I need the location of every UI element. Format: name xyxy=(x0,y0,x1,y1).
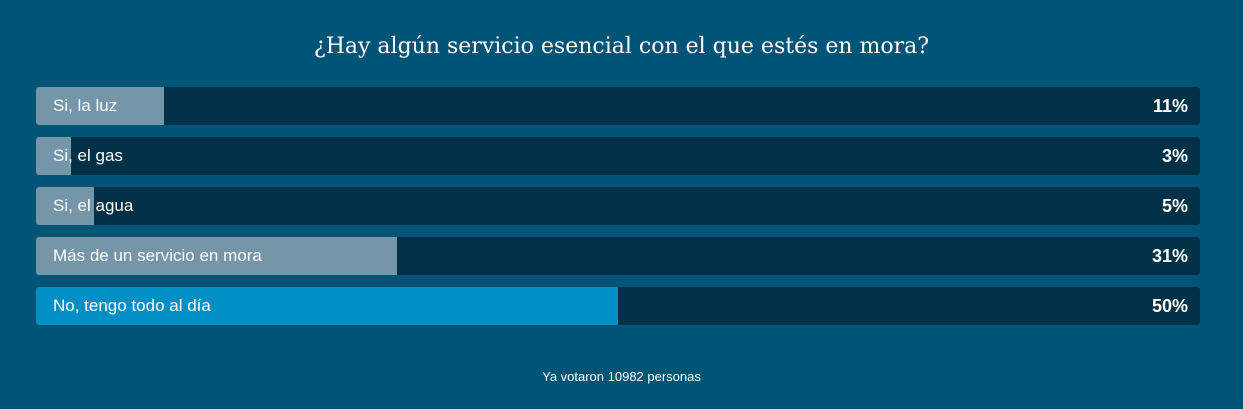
option-percent: 5% xyxy=(1161,196,1188,216)
result-bar-fill xyxy=(36,187,95,225)
option-percent: 50% xyxy=(1151,296,1188,316)
option-label: Más de un servicio en mora xyxy=(53,246,262,265)
vote-count: Ya votaron 10982 personas xyxy=(542,369,701,384)
option-percent: 3% xyxy=(1161,146,1188,166)
poll-option-multiple[interactable]: Más de un servicio en mora 31% xyxy=(36,237,1200,275)
poll-option-luz[interactable]: Si, la luz 11% xyxy=(36,87,1200,125)
poll-question: ¿Hay algún servicio esencial con el que … xyxy=(313,34,930,59)
result-bar-fill xyxy=(36,137,71,175)
result-bar-fill xyxy=(36,237,397,275)
result-bar-fill xyxy=(36,87,165,125)
option-label: Si, el gas xyxy=(53,146,123,165)
poll-option-gas[interactable]: Si, el gas 3% xyxy=(36,137,1200,175)
option-label: Si, el agua xyxy=(53,196,134,215)
poll-option-al-dia[interactable]: No, tengo todo al día 50% xyxy=(36,287,1200,325)
result-bar-fill xyxy=(36,287,618,325)
option-label: No, tengo todo al día xyxy=(53,296,211,315)
option-percent: 31% xyxy=(1151,246,1188,266)
poll-options: Si, la luz 11% Si, el gas 3% Si, el agua… xyxy=(36,87,1200,337)
option-label: Si, la luz xyxy=(53,96,118,115)
option-percent: 11% xyxy=(1152,96,1188,116)
poll-option-agua[interactable]: Si, el agua 5% xyxy=(36,187,1200,225)
